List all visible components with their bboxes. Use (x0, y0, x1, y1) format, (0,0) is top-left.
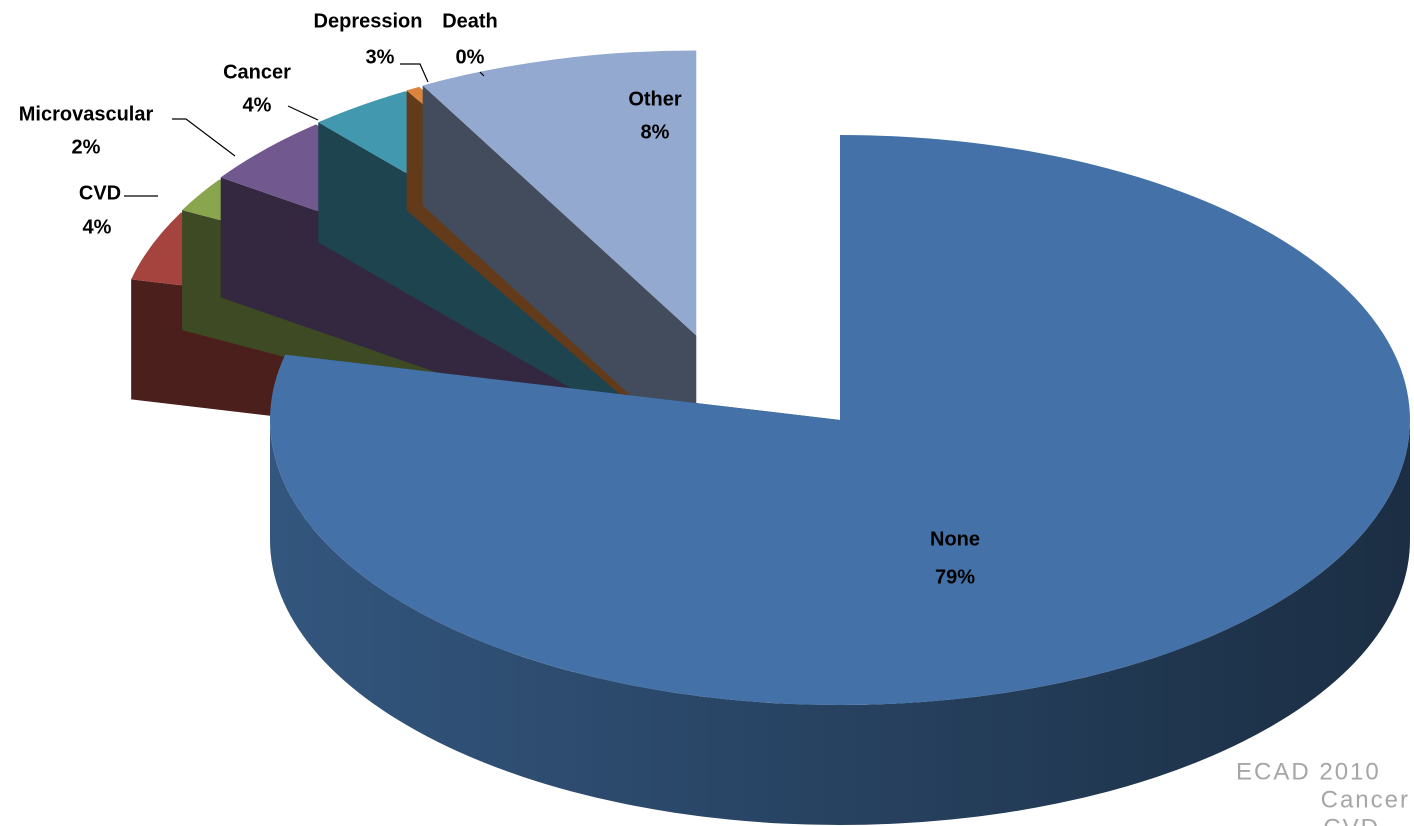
slice-value-label: 79% (935, 566, 975, 588)
slice-value-label: 4% (83, 216, 112, 238)
slice (422, 50, 697, 336)
pie (131, 50, 1411, 825)
slice-value-label: 4% (243, 94, 272, 116)
slice-label: Other (628, 88, 682, 110)
slice-value-label: 2% (72, 136, 101, 158)
slice-label: Depression (314, 10, 423, 32)
leader-line (172, 118, 236, 157)
slice (270, 135, 1411, 705)
note: ECAD 2010 (1236, 758, 1381, 785)
labels: None 79% CVD 4% Microvascular 2% Cancer 4% Depre… (19, 10, 980, 588)
slice-label: None (930, 528, 980, 550)
slice-label: Cancer (223, 61, 291, 83)
leader-line (287, 105, 319, 121)
note: Cancer (1321, 786, 1410, 813)
slice-label: Death (442, 10, 498, 32)
slice-wall (270, 420, 1410, 825)
leader-line (400, 63, 429, 83)
leader-line (479, 71, 485, 77)
slice-label: Microvascular (19, 103, 154, 125)
slice-value-label: 3% (366, 46, 395, 68)
slice-side (422, 85, 697, 456)
slice-value-label: 8% (641, 121, 670, 143)
slice-value-label: 0% (456, 46, 485, 68)
slice-label: CVD (79, 182, 121, 204)
note: CVD (1323, 814, 1380, 826)
